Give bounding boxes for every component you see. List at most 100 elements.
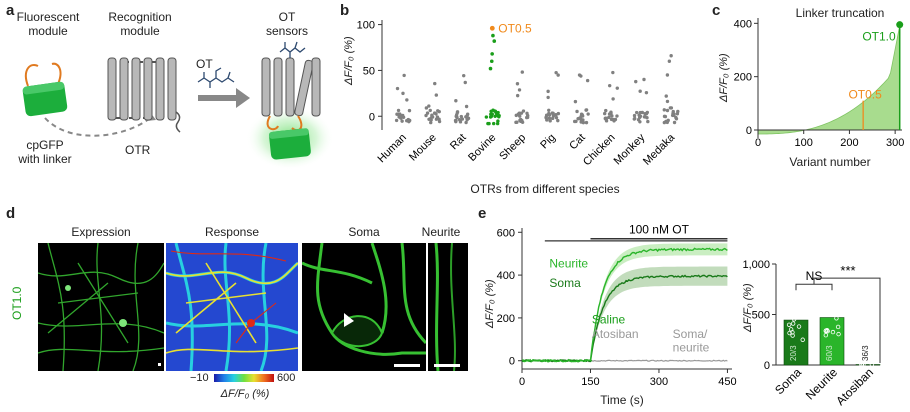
b-category-label: Chicken — [581, 132, 618, 169]
panel-e-xlabel: Time (s) — [600, 393, 644, 407]
e2-data-point — [836, 295, 842, 301]
b-data-point — [602, 111, 607, 116]
b-data-point — [459, 114, 464, 119]
b-data-point — [457, 118, 462, 122]
b-data-point — [581, 120, 586, 125]
b-data-point — [515, 93, 520, 98]
b-data-point — [547, 116, 552, 120]
ot10-side-label: OT1.0 — [10, 286, 24, 320]
expression-title: Expression — [71, 225, 131, 239]
panel-c-label: c — [712, 2, 721, 19]
b-data-point — [490, 52, 494, 56]
b-data-point — [520, 70, 525, 74]
b-data-point — [556, 118, 560, 123]
b-data-point — [486, 121, 490, 126]
arrowhead-icon — [344, 313, 354, 327]
b-data-point — [667, 59, 672, 63]
cpgfp-barrel-icon — [22, 62, 68, 117]
b-category-label: Pig — [538, 132, 558, 152]
e2-sig-ns: NS — [806, 269, 823, 283]
e2-data-point — [787, 330, 792, 336]
e2-data-point — [791, 314, 796, 320]
b-data-point — [574, 119, 578, 124]
e2-data-point — [795, 311, 800, 317]
recognition-module-label: Recognition module — [108, 10, 172, 38]
neurite-title: Neurite — [421, 225, 461, 239]
e2-ytick-label: 0 — [764, 360, 770, 372]
b-data-point — [462, 73, 466, 78]
ot-molecule-icon — [197, 67, 235, 88]
e2-data-point — [830, 329, 836, 335]
panel-c-chart: 0 200 400 0 100 200 300 OT1.0 OT0.5 — [734, 18, 904, 149]
e2-data-point — [869, 362, 875, 367]
b-data-point — [489, 59, 494, 64]
otr-receptor-icon — [107, 57, 181, 133]
b-data-point — [547, 108, 551, 112]
e-stim-label: 100 nM OT — [629, 223, 690, 237]
e2-data-point — [823, 328, 829, 333]
e2-ytick-label: 1,000 — [742, 259, 770, 271]
cpgfp-label: cpGFP with linker — [18, 138, 72, 166]
b-category-label: Bovine — [466, 132, 498, 164]
e-xtick-label: 450 — [718, 376, 736, 388]
ot-label: OT — [196, 57, 213, 71]
b-data-point — [672, 120, 677, 125]
e-xtick-label: 0 — [519, 376, 525, 388]
b-data-point — [434, 117, 439, 121]
b-data-point — [550, 111, 554, 115]
b-data-point — [644, 112, 649, 116]
panel-e-line-chart: 0 200 400 600 0 150 300 450 100 nM OT Neurite Soma… — [497, 223, 737, 388]
c-ot10-point — [896, 21, 904, 29]
otr-label: OTR — [125, 143, 151, 157]
e-ytick-label: 400 — [497, 270, 515, 282]
b-data-point — [401, 91, 405, 96]
e-legend-soma-neurite-1: Soma/ — [673, 327, 708, 341]
b-data-point — [586, 112, 590, 116]
e2-data-point — [859, 362, 864, 367]
b-data-point — [464, 104, 469, 109]
e2-n-label: 60/3 — [825, 345, 834, 361]
b-data-point — [464, 120, 468, 125]
b-data-point — [669, 54, 673, 58]
soma-image — [302, 243, 426, 371]
soma-title: Soma — [348, 225, 380, 239]
c-xtick-label: 0 — [755, 137, 761, 149]
b-data-point — [662, 108, 666, 112]
b-data-point — [604, 108, 608, 113]
b-data-point — [429, 118, 433, 122]
b-data-point — [460, 117, 465, 121]
e2-data-point — [823, 333, 829, 338]
b-ytick-label: 50 — [363, 65, 375, 77]
b-data-point — [662, 114, 667, 119]
b-data-point — [556, 73, 560, 77]
b-data-point — [645, 116, 649, 120]
b-category-label: Medaka — [641, 131, 678, 168]
b-data-point — [665, 99, 670, 104]
b-data-point — [584, 120, 589, 125]
b-data-point — [493, 109, 498, 114]
e2-data-point — [795, 306, 800, 311]
b-data-point — [546, 89, 550, 94]
b-data-point — [554, 70, 558, 75]
b-highlight-label: OT0.5 — [498, 21, 532, 35]
fluorescent-module-label: Fluorescent module — [16, 10, 80, 38]
b-data-point — [604, 116, 608, 121]
b-data-point — [674, 117, 679, 121]
e2-data-point — [791, 317, 797, 322]
b-data-point — [515, 82, 520, 86]
colorbar-min: −10 — [190, 372, 209, 384]
e2-data-point — [861, 362, 866, 367]
b-data-point — [584, 108, 589, 112]
e2-data-point — [786, 322, 792, 327]
c-area — [757, 25, 901, 135]
b-data-point — [607, 83, 612, 88]
e2-data-point — [836, 331, 841, 337]
b-category-label: Mouse — [407, 132, 439, 164]
b-data-point — [615, 114, 619, 118]
e-legend-atosiban: Atosiban — [592, 327, 639, 341]
response-image — [166, 243, 298, 371]
b-data-point — [405, 98, 409, 102]
panel-e-label: e — [478, 205, 487, 222]
b-data-point — [484, 115, 489, 119]
b-data-point — [662, 120, 667, 125]
